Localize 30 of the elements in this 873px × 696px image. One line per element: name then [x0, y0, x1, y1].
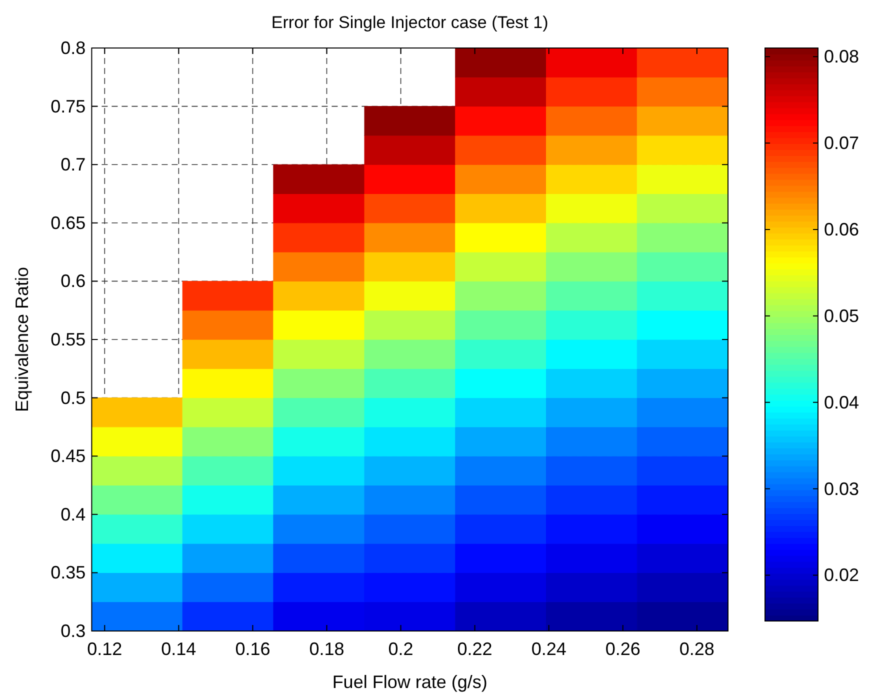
y-tick-label: 0.65 [50, 212, 86, 233]
x-tick-label: 0.24 [531, 639, 566, 659]
x-axis-title: Fuel Flow rate (g/s) [332, 672, 488, 692]
x-tick-label: 0.28 [679, 639, 714, 659]
color-bar-label: 0.05 [824, 306, 860, 326]
y-tick-label: 0.35 [50, 562, 86, 583]
color-bar-label: 0.08 [824, 46, 860, 67]
y-tick-label: 0.8 [60, 38, 86, 58]
color-bar-label: 0.03 [824, 478, 860, 499]
y-tick-label: 0.3 [60, 621, 86, 641]
x-tick-label: 0.14 [161, 639, 196, 659]
y-tick-label: 0.45 [50, 446, 86, 466]
y-tick-label: 0.6 [60, 271, 86, 292]
y-tick-label: 0.4 [60, 504, 86, 524]
chart-title: Error for Single Injector case (Test 1) [271, 13, 548, 32]
x-tick-label: 0.26 [605, 639, 640, 659]
y-axis-title: Equivalence Ratio [12, 266, 32, 412]
y-tick-label: 0.7 [60, 154, 86, 175]
color-bar-label: 0.04 [824, 392, 860, 412]
x-tick-label: 0.18 [309, 639, 344, 659]
y-tick-label: 0.55 [50, 330, 86, 350]
color-bar-label: 0.02 [824, 565, 860, 586]
x-tick-label: 0.16 [235, 639, 270, 659]
color-bar-label: 0.07 [824, 133, 860, 154]
x-tick-label: 0.22 [457, 639, 492, 659]
y-tick-label: 0.5 [60, 388, 86, 408]
x-tick-label: 0.12 [87, 639, 122, 659]
x-tick-label: 0.2 [388, 639, 414, 659]
y-tick-label: 0.75 [50, 96, 86, 116]
color-bar-label: 0.06 [824, 219, 860, 240]
